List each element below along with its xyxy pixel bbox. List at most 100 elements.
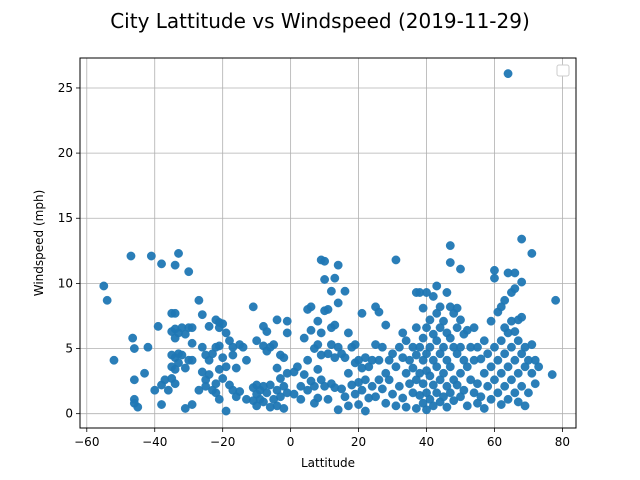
scatter-point [405, 379, 414, 389]
scatter-point [343, 328, 353, 338]
scatter-point [442, 288, 452, 297]
scatter-point [313, 364, 323, 374]
scatter-point [394, 381, 404, 391]
x-tick-label: −40 [142, 435, 167, 449]
scatter-point [479, 336, 489, 346]
scatter-point [496, 336, 506, 346]
scatter-point [343, 368, 353, 378]
scatter-point [279, 353, 289, 363]
scatter-point [490, 342, 499, 352]
scatter-point [435, 302, 445, 312]
scatter-point [388, 349, 397, 359]
scatter-point [333, 298, 343, 308]
scatter-point [500, 349, 510, 359]
scatter-point [330, 273, 340, 283]
scatter-point [282, 328, 292, 338]
scatter-point [197, 342, 207, 352]
scatter-point [272, 315, 282, 325]
scatter-point [456, 342, 465, 352]
chart-title: City Lattitude vs Windspeed (2019-11-29) [110, 9, 530, 33]
y-tick-label: 20 [58, 146, 73, 160]
scatter-point [473, 379, 482, 389]
scatter-point [259, 397, 268, 407]
x-tick-label: 20 [351, 435, 366, 449]
x-tick-label: 40 [419, 435, 434, 449]
scatter-point [367, 381, 377, 391]
scatter-point [276, 392, 285, 402]
scatter-point [374, 375, 384, 385]
scatter-point [170, 379, 180, 389]
scatter-point [493, 388, 503, 398]
scatter-point [221, 406, 231, 416]
scatter-point [408, 363, 418, 373]
scatter-point [510, 268, 520, 278]
scatter-point [391, 255, 401, 265]
scatter-point [411, 323, 421, 333]
scatter-point [204, 321, 214, 331]
scatter-point [340, 353, 350, 363]
scatter-point [306, 302, 316, 312]
scatter-point [524, 388, 533, 398]
scatter-point [140, 368, 149, 378]
scatter-points [99, 69, 561, 416]
scatter-point [493, 355, 503, 365]
scatter-point [313, 316, 323, 326]
x-tick-label: 0 [287, 435, 295, 449]
scatter-point [211, 379, 221, 389]
scatter-point [449, 396, 459, 406]
scatter-point [500, 295, 510, 305]
y-tick-label: 5 [65, 342, 73, 356]
scatter-point [350, 340, 360, 350]
scatter-point [157, 400, 166, 409]
scatter-point [411, 404, 421, 413]
scatter-point [445, 362, 455, 372]
scatter-point [354, 400, 363, 409]
scatter-point [486, 394, 496, 404]
y-tick-label: 25 [58, 81, 73, 95]
scatter-point [272, 363, 282, 373]
scatter-point [469, 388, 479, 398]
scatter-point [479, 368, 489, 378]
scatter-point [490, 375, 499, 385]
scatter-point [333, 405, 343, 415]
scatter-point [262, 327, 272, 336]
scatter-point [517, 381, 527, 391]
plot-area-frame [79, 57, 577, 429]
scatter-point [174, 249, 183, 258]
x-tick-label: −60 [74, 435, 99, 449]
y-tick-label: 15 [58, 211, 73, 225]
scatter-point [377, 342, 387, 352]
scatter-point [187, 323, 197, 333]
x-axis-ticks: −60 −40 −20 0 20 40 60 80 [74, 428, 570, 449]
scatter-point [170, 308, 180, 318]
scatter-point [411, 350, 421, 360]
scatter-point [442, 402, 452, 412]
scatter-point [418, 379, 428, 389]
scatter-point [527, 368, 537, 378]
scatter-point [157, 259, 166, 269]
scatter-point [432, 388, 442, 398]
scatter-point [486, 316, 496, 326]
scatter-point [242, 355, 251, 365]
scatter-point [462, 362, 472, 372]
scatter-point [439, 392, 448, 402]
scatter-point [187, 338, 197, 348]
scatter-point [551, 295, 561, 305]
scatter-point [401, 402, 411, 412]
scatter-point [473, 342, 482, 352]
scatter-point [530, 379, 540, 389]
scatter-point [445, 333, 455, 343]
scatter-point [377, 384, 387, 394]
scatter-point [486, 362, 496, 372]
scatter-point [170, 260, 180, 270]
scatter-point [184, 267, 194, 277]
scatter-point [452, 303, 462, 313]
scatter-point [517, 312, 527, 322]
scatter-point [534, 362, 544, 372]
scatter-point [513, 368, 523, 378]
scatter-point [445, 241, 455, 251]
scatter-point [194, 295, 204, 305]
scatter-point [510, 388, 520, 398]
scatter-point [432, 336, 442, 346]
